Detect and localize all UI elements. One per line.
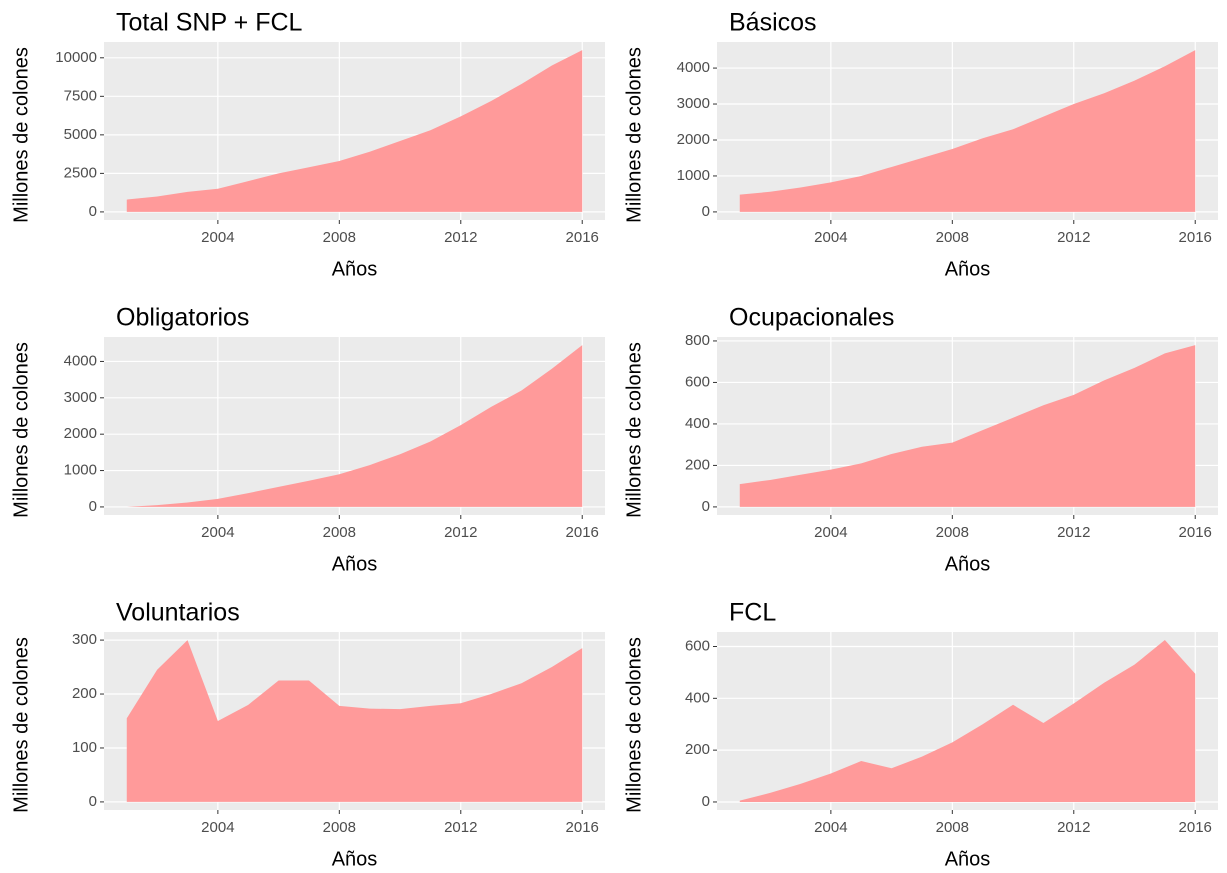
- panel: 0 2500 5000 7500 10000 2004 2008 2012 2016 Total …: [10, 9, 605, 280]
- y-tick-label: 1000: [677, 167, 710, 184]
- y-axis-label: Millones de colones: [10, 637, 32, 813]
- panel: 0 200 400 600 2004 2008 2012 2016 FCL Años Millone…: [623, 599, 1218, 870]
- x-tick-label: 2016: [566, 229, 599, 246]
- x-tick-label: 2008: [323, 819, 356, 836]
- y-tick-label: 200: [685, 741, 710, 758]
- x-axis-label: Años: [945, 553, 991, 575]
- x-tick-label: 2004: [201, 229, 234, 246]
- x-axis-label: Años: [332, 848, 378, 870]
- x-tick-label: 2016: [566, 524, 599, 541]
- y-tick-label: 0: [702, 203, 710, 220]
- x-tick-label: 2008: [936, 229, 969, 246]
- y-tick-label: 3000: [64, 389, 97, 406]
- area: [126, 640, 583, 802]
- y-tick-label: 0: [89, 498, 97, 515]
- y-tick-label: 0: [89, 793, 97, 810]
- x-tick-label: 2016: [1179, 524, 1212, 541]
- x-tick-label: 2004: [814, 524, 847, 541]
- x-tick-label: 2004: [814, 819, 847, 836]
- panel: 0 100 200 300 2004 2008 2012 2016 Voluntarios Año…: [10, 599, 605, 870]
- y-axis-label: Millones de colones: [623, 342, 645, 518]
- y-tick-label: 400: [685, 415, 710, 432]
- y-tick-label: 5000: [64, 126, 97, 143]
- x-tick-label: 2008: [323, 524, 356, 541]
- panel-title: FCL: [729, 599, 776, 627]
- panel-title: Total SNP + FCL: [116, 9, 303, 37]
- y-axis-label: Millones de colones: [10, 47, 32, 223]
- area: [126, 345, 583, 507]
- area: [739, 345, 1196, 507]
- y-tick-label: 1000: [64, 462, 97, 479]
- x-tick-label: 2012: [444, 819, 477, 836]
- x-tick-label: 2012: [444, 229, 477, 246]
- y-tick-label: 100: [72, 739, 97, 756]
- y-axis-label: Millones de colones: [10, 342, 32, 518]
- y-tick-label: 3000: [677, 95, 710, 112]
- x-tick-label: 2004: [814, 229, 847, 246]
- panel: 0 1000 2000 3000 4000 2004 2008 2012 2016 Obligat…: [10, 304, 605, 575]
- x-axis-label: Años: [332, 553, 378, 575]
- x-tick-label: 2008: [936, 524, 969, 541]
- y-tick-label: 300: [72, 631, 97, 648]
- x-tick-label: 2016: [1179, 229, 1212, 246]
- x-axis-label: Años: [945, 848, 991, 870]
- x-axis-label: Años: [332, 258, 378, 280]
- y-tick-label: 0: [89, 203, 97, 220]
- y-tick-label: 400: [685, 689, 710, 706]
- y-tick-label: 7500: [64, 87, 97, 104]
- y-tick-label: 4000: [677, 59, 710, 76]
- x-tick-label: 2012: [1057, 819, 1090, 836]
- area: [739, 50, 1196, 212]
- y-tick-label: 600: [685, 637, 710, 654]
- panel-title: Voluntarios: [116, 599, 240, 627]
- y-tick-label: 600: [685, 373, 710, 390]
- y-tick-label: 2000: [677, 131, 710, 148]
- x-tick-label: 2008: [936, 819, 969, 836]
- y-tick-label: 2000: [64, 425, 97, 442]
- y-tick-label: 200: [72, 685, 97, 702]
- y-axis-label: Millones de colones: [623, 637, 645, 813]
- panel-title: Ocupacionales: [729, 304, 894, 332]
- panel-title: Obligatorios: [116, 304, 249, 332]
- y-tick-label: 0: [702, 793, 710, 810]
- x-tick-label: 2012: [1057, 229, 1090, 246]
- y-tick-label: 800: [685, 332, 710, 349]
- panel: 0 200 400 600 800 2004 2008 2012 2016 Ocupacional…: [623, 304, 1218, 575]
- x-tick-label: 2004: [201, 819, 234, 836]
- y-tick-label: 10000: [55, 49, 97, 66]
- y-tick-label: 4000: [64, 352, 97, 369]
- x-tick-label: 2016: [566, 819, 599, 836]
- panel-title: Básicos: [729, 9, 817, 37]
- x-tick-label: 2016: [1179, 819, 1212, 836]
- x-tick-label: 2012: [444, 524, 477, 541]
- y-tick-label: 0: [702, 498, 710, 515]
- panel: 0 1000 2000 3000 4000 2004 2008 2012 2016 Básicos…: [623, 9, 1218, 280]
- x-tick-label: 2004: [201, 524, 234, 541]
- area: [126, 50, 583, 212]
- x-tick-label: 2012: [1057, 524, 1090, 541]
- area: [739, 640, 1196, 802]
- x-axis-label: Años: [945, 258, 991, 280]
- y-tick-label: 200: [685, 456, 710, 473]
- y-tick-label: 2500: [64, 164, 97, 181]
- y-axis-label: Millones de colones: [623, 47, 645, 223]
- x-tick-label: 2008: [323, 229, 356, 246]
